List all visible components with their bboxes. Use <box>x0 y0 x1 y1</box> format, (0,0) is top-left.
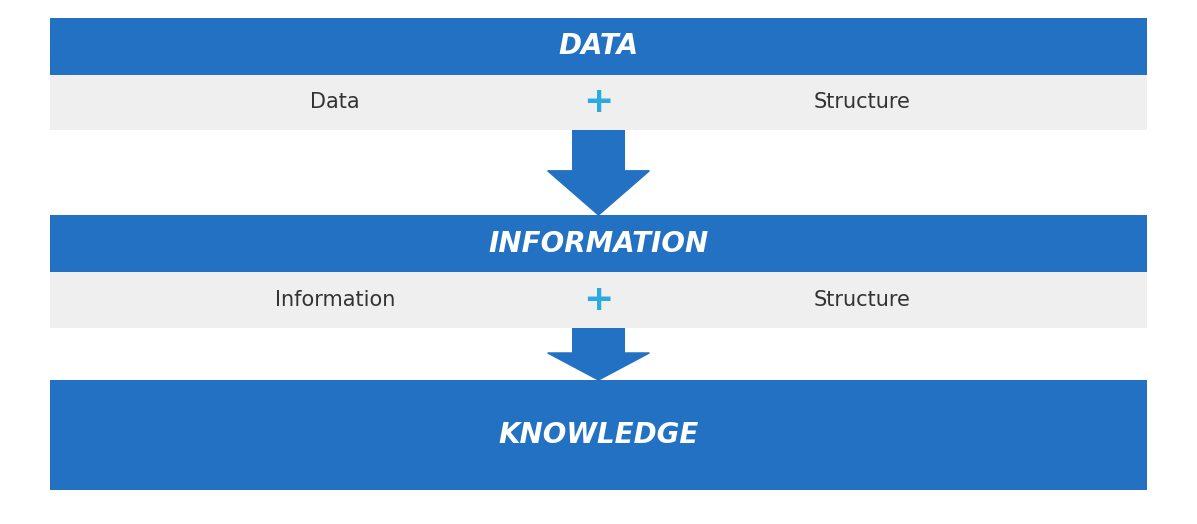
Text: Structure: Structure <box>814 93 910 113</box>
Bar <box>50 215 1147 272</box>
Text: Information: Information <box>275 290 395 310</box>
Text: +: + <box>583 283 614 317</box>
Bar <box>50 380 1147 490</box>
Bar <box>572 328 625 353</box>
Text: +: + <box>583 85 614 119</box>
Text: DATA: DATA <box>559 32 638 60</box>
Text: KNOWLEDGE: KNOWLEDGE <box>498 421 699 449</box>
Bar <box>50 272 1147 328</box>
Text: INFORMATION: INFORMATION <box>488 230 709 257</box>
Bar <box>50 75 1147 130</box>
Bar <box>572 130 625 171</box>
Polygon shape <box>548 353 649 380</box>
Bar <box>50 18 1147 75</box>
Text: Data: Data <box>310 93 360 113</box>
Text: Structure: Structure <box>814 290 910 310</box>
Polygon shape <box>548 171 649 215</box>
